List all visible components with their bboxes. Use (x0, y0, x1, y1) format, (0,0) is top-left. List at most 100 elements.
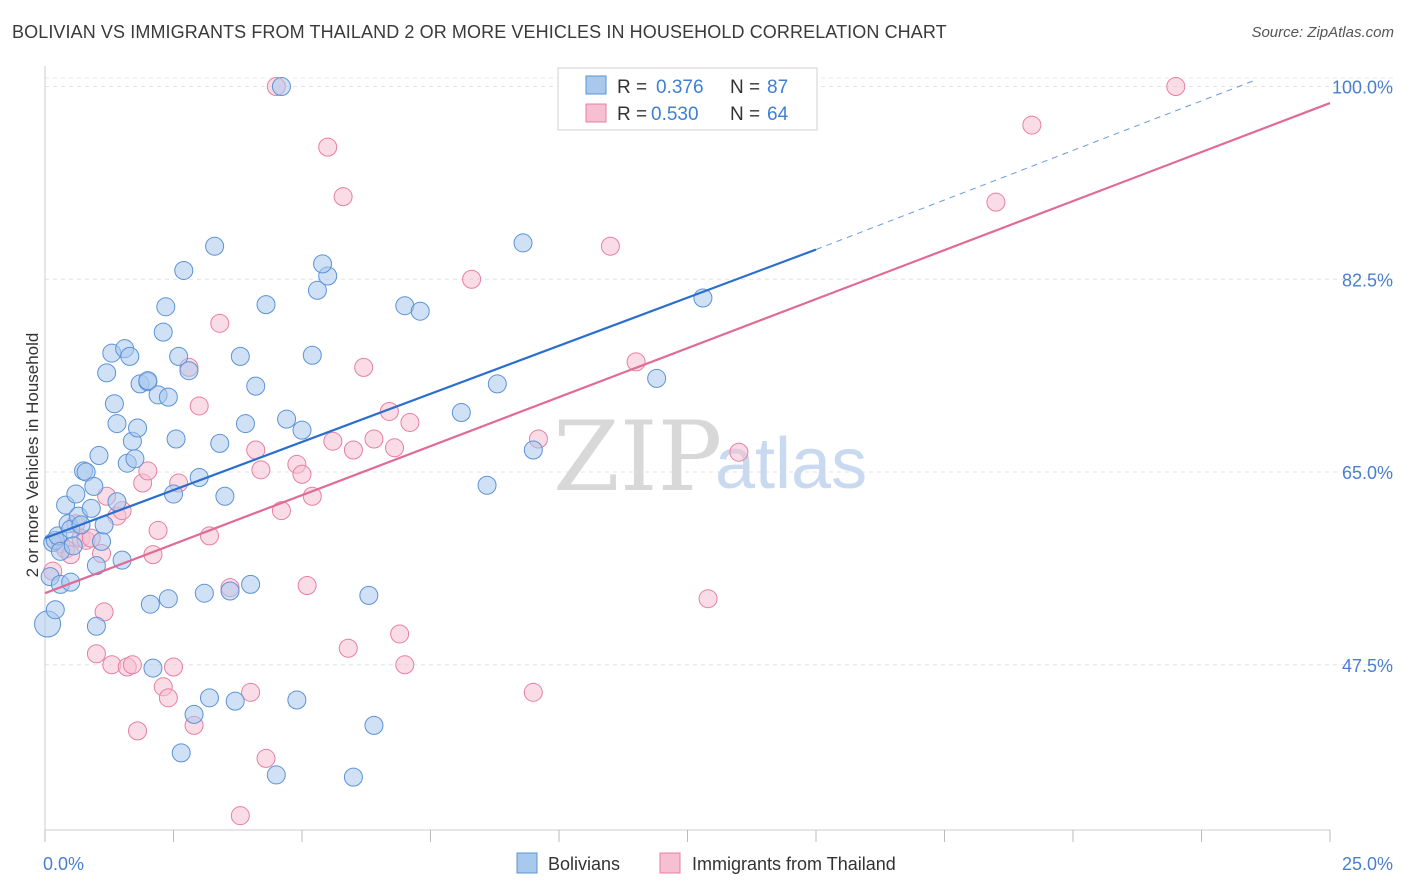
bolivian-points (34, 74, 713, 787)
legend-n-value-blue: 87 (767, 77, 788, 98)
bolivian-point (66, 484, 86, 504)
thailand-point (148, 520, 168, 540)
bolivian-point (343, 767, 363, 787)
bolivian-point (199, 688, 219, 708)
thailand-point (292, 464, 312, 484)
y-tick-labels: 47.5% 65.0% 82.5% 100.0% (1332, 78, 1393, 676)
bolivian-point (89, 446, 109, 466)
bolivian-point (246, 376, 266, 396)
y-tick-label-3: 100.0% (1332, 78, 1393, 98)
thailand-point (385, 438, 405, 458)
thailand-point (523, 682, 543, 702)
bolivian-point (63, 536, 83, 556)
bolivian-point (169, 346, 189, 366)
bolivian-point (225, 691, 245, 711)
legend-r-label-blue: R = (617, 77, 647, 98)
bolivian-point (92, 531, 112, 551)
bolivian-point (166, 429, 186, 449)
bolivian-point (138, 371, 158, 391)
legend-swatch-pink (585, 103, 607, 123)
bolivian-point (86, 616, 106, 636)
thailand-trend-line (44, 102, 1331, 595)
bolivian-point (230, 346, 250, 366)
thailand-point (318, 137, 338, 157)
thailand-point (297, 575, 317, 595)
bottom-legend: Bolivians Immigrants from Thailand (516, 852, 896, 874)
bolivian-point (158, 589, 178, 609)
bolivian-point (61, 572, 81, 592)
bolivian-point (156, 297, 176, 317)
bolivian-point (513, 233, 533, 253)
bolivian-point (104, 394, 124, 414)
thailand-point (338, 638, 358, 658)
y-tick-label-1: 65.0% (1342, 463, 1393, 483)
bolivian-point (364, 715, 384, 735)
thailand-point (302, 486, 322, 506)
bolivian-point (205, 236, 225, 256)
source-note: Source: ZipAtlas.com (1251, 24, 1394, 41)
thailand-point (364, 429, 384, 449)
thailand-point (400, 412, 420, 432)
x-tick-label-min: 0.0% (43, 854, 84, 874)
bolivian-point (241, 574, 261, 594)
thailand-point (189, 396, 209, 416)
bolivian-point (302, 345, 322, 365)
bolivian-point (45, 600, 65, 620)
thailand-point (271, 501, 291, 521)
thailand-point (251, 460, 271, 480)
bolivian-point (487, 374, 507, 394)
thailand-point (395, 655, 415, 675)
bolivian-point (287, 690, 307, 710)
chart-title: BOLIVIAN VS IMMIGRANTS FROM THAILAND 2 O… (12, 22, 947, 42)
bottom-legend-swatch-bolivians (516, 852, 538, 874)
bolivian-point (647, 368, 667, 388)
y-tick-label-0: 47.5% (1342, 656, 1393, 676)
thailand-point (1166, 77, 1186, 97)
bolivian-point (84, 476, 104, 496)
bolivian-point (410, 301, 430, 321)
thailand-point (462, 269, 482, 289)
legend-n-value-pink: 64 (767, 104, 789, 125)
bolivian-point (179, 361, 199, 381)
bolivian-point (128, 418, 148, 438)
thailand-point (390, 624, 410, 644)
thailand-point (729, 442, 749, 462)
legend-r-value-pink: 0.530 (651, 104, 699, 125)
bolivian-point (97, 363, 117, 383)
bottom-legend-swatch-thailand (659, 852, 681, 874)
thailand-point (354, 357, 374, 377)
thailand-point (230, 806, 250, 826)
thailand-point (241, 682, 261, 702)
bolivian-point (184, 704, 204, 724)
legend-swatch-blue (585, 75, 607, 95)
thailand-point (164, 657, 183, 677)
thailand-point (256, 748, 276, 768)
bolivian-point (292, 420, 312, 440)
bolivian-point (158, 387, 178, 407)
bolivian-point (359, 585, 379, 605)
bolivian-point (313, 254, 333, 274)
bottom-legend-label-thailand: Immigrants from Thailand (692, 854, 896, 874)
bolivian-point (153, 322, 173, 342)
watermark-zip: ZIP (553, 401, 722, 513)
bolivian-point (171, 743, 191, 763)
bolivian-trend-line (44, 248, 817, 540)
thailand-point (210, 313, 230, 333)
bolivian-point (256, 295, 276, 315)
x-tick-label-max: 25.0% (1342, 854, 1393, 874)
bolivian-point (107, 414, 127, 434)
bolivian-point (215, 486, 235, 506)
bolivian-point (220, 581, 240, 601)
bolivian-trend-extension (815, 80, 1254, 251)
legend-r-value-blue: 0.376 (656, 77, 704, 98)
watermark-atlas: atlas (715, 424, 867, 504)
axes (44, 66, 1331, 842)
bolivian-point (140, 594, 160, 614)
legend-r-label-pink: R = (617, 104, 647, 125)
bolivian-point (235, 414, 255, 434)
bolivian-point (523, 440, 543, 460)
thailand-point (86, 644, 106, 664)
thailand-point (323, 431, 343, 451)
bolivian-point (194, 583, 214, 603)
